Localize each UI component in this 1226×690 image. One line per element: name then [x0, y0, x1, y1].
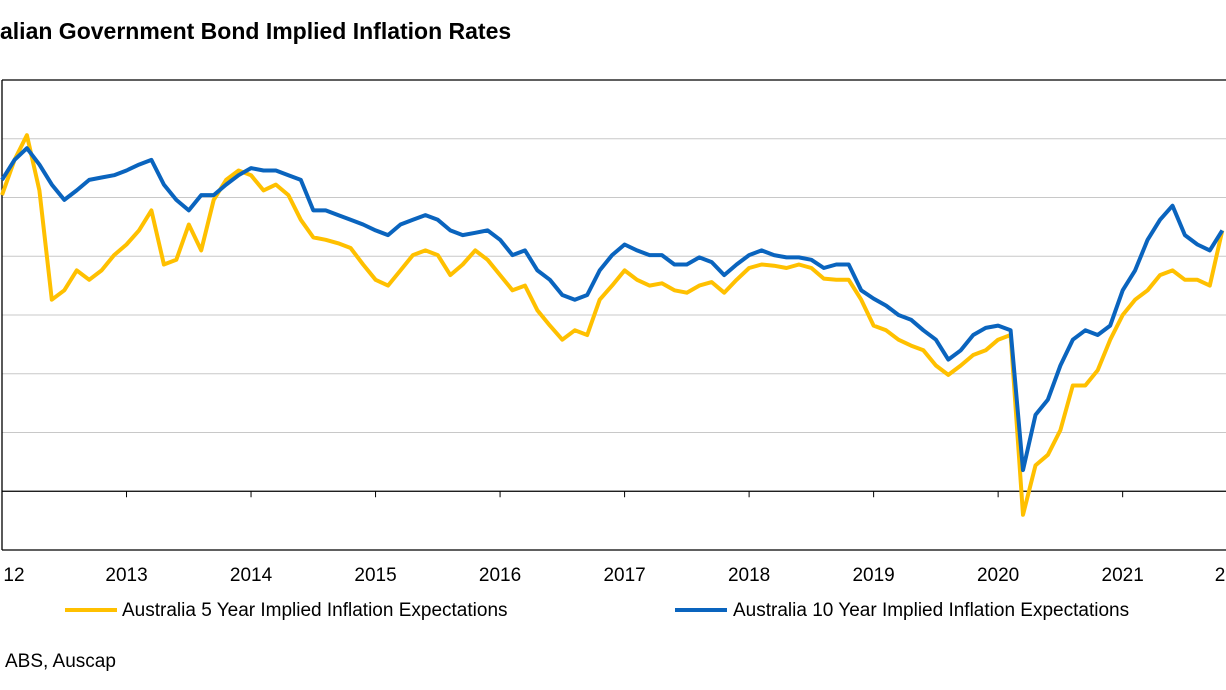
x-tick-label: 2020	[977, 565, 1019, 586]
x-tick-label: 2016	[479, 565, 521, 586]
legend-label: Australia 10 Year Implied Inflation Expe…	[733, 600, 1129, 621]
legend-label: Australia 5 Year Implied Inflation Expec…	[122, 600, 508, 621]
x-tick-label: 2019	[852, 565, 894, 586]
source: ABS, Auscap	[5, 651, 116, 672]
x-tick-label: 2018	[728, 565, 770, 586]
x-tick-label: 12	[3, 565, 24, 586]
x-tick-label: 2	[1215, 565, 1226, 586]
series-line	[0, 146, 1224, 473]
x-tick-label: 2015	[354, 565, 396, 586]
x-tick-label: 2013	[105, 565, 147, 586]
x-tick-label: 2021	[1102, 565, 1144, 586]
x-tick-label: 2014	[230, 565, 273, 586]
x-tick-label: 2017	[603, 565, 645, 586]
chart-title: alian Government Bond Implied Inflation …	[0, 18, 511, 44]
series-line	[0, 133, 1225, 517]
